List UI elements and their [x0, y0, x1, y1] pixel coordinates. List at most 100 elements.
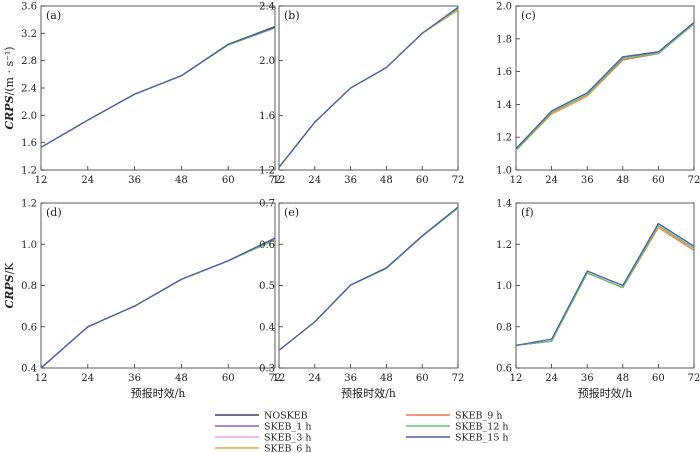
y-axis-title: CRPS/K: [3, 262, 16, 309]
series-line-skeb-15-h: [40, 237, 276, 369]
x-tick-label: 60: [222, 373, 235, 384]
y-tick-label: 0.4: [21, 364, 37, 375]
y-tick-label: 1.6: [496, 67, 512, 78]
series-line-skeb-3-h: [515, 225, 695, 346]
y-axis-title-unit: /K: [3, 262, 16, 275]
x-axis-title: 预报时效/h: [578, 386, 633, 400]
y-tick-label: 1.0: [496, 281, 512, 292]
panel-label: (f): [521, 206, 534, 219]
panel-label: (e): [284, 206, 299, 219]
y-tick-label: 1.6: [259, 111, 275, 122]
x-tick-label: 48: [616, 373, 629, 384]
panel-b: 1.2 1.6 2.0 2.4 12 24 36 48 60 72 (b): [259, 2, 464, 187]
x-tick-label: 60: [416, 175, 429, 186]
plot-frame: [515, 202, 695, 369]
series-line-skeb-6-h: [40, 239, 276, 369]
x-tick-label: 60: [652, 175, 665, 186]
x-tick-label: 60: [416, 373, 429, 384]
panel-e: 0.3 0.4 0.5 0.6 0.7 12 24 36 48 60 72 (e) 预报时效/h: [259, 199, 464, 401]
plot-frame: [40, 202, 276, 369]
legend-item-skeb-15-h: SKEB_15 h: [406, 433, 509, 444]
y-tick-label: 0.5: [259, 281, 275, 292]
y-tick-label: 1.0: [21, 240, 37, 251]
x-tick-label: 24: [81, 373, 94, 384]
x-tick-label: 36: [344, 373, 357, 384]
series-line-skeb-6-h: [515, 21, 695, 151]
legend-item-skeb-3-h: SKEB_3 h: [215, 433, 311, 444]
series-line-skeb-6-h: [278, 9, 459, 168]
y-tick-label: 2.0: [259, 56, 275, 67]
series-line-skeb-9-h: [278, 9, 459, 168]
plot-frame: [515, 5, 695, 171]
y-tick-label: 0.8: [21, 281, 37, 292]
x-tick-label: 24: [545, 373, 558, 384]
y-tick-label: 0.8: [496, 322, 512, 333]
legend-item-skeb-12-h: SKEB_12 h: [406, 422, 509, 433]
x-tick-label: 60: [222, 175, 235, 186]
y-tick-label: 3.2: [21, 29, 37, 40]
series-line-skeb-12-h: [515, 225, 695, 346]
y-tick-label: 0.7: [259, 199, 275, 210]
series-line-skeb-1-h: [515, 21, 695, 151]
series-line-skeb-9-h: [515, 227, 695, 346]
series-line-skeb-3-h: [515, 23, 695, 151]
series-line-skeb-3-h: [40, 26, 276, 148]
x-axis-title: 预报时效/h: [131, 386, 186, 400]
series-line-skeb-3-h: [278, 8, 459, 168]
legend-label: SKEB_9 h: [455, 411, 502, 422]
series-line-noskeb: [278, 6, 459, 168]
series-line-skeb-9-h: [40, 25, 276, 148]
y-tick-label: 0.6: [259, 240, 275, 251]
series-line-noskeb: [515, 21, 695, 150]
x-tick-label: 72: [269, 373, 282, 384]
x-tick-label: 12: [35, 373, 48, 384]
y-tick-label: 1.2: [21, 199, 37, 210]
series-line-skeb-12-h: [40, 27, 276, 148]
y-tick-label: 1.2: [496, 133, 512, 144]
series-line-skeb-6-h: [40, 27, 276, 148]
series-line-skeb-15-h: [515, 21, 695, 150]
y-tick-label: 2.0: [21, 111, 37, 122]
x-tick-label: 48: [380, 175, 393, 186]
series-line-skeb-15-h: [278, 6, 459, 168]
legend-item-skeb-9-h: SKEB_9 h: [406, 411, 502, 422]
y-tick-label: 1.2: [21, 166, 37, 177]
x-tick-label: 48: [175, 175, 188, 186]
x-tick-label: 72: [452, 373, 465, 384]
series-line-skeb-15-h: [40, 26, 276, 148]
legend-label: SKEB_15 h: [455, 433, 509, 444]
y-tick-label: 2.0: [496, 2, 512, 13]
plot-frame: [40, 5, 276, 171]
y-tick-label: 1.0: [496, 166, 512, 177]
x-tick-label: 48: [616, 175, 629, 186]
x-tick-label: 24: [308, 373, 321, 384]
y-tick-label: 1.4: [496, 100, 512, 111]
y-axis-title-unit: /(m · s⁻¹): [3, 46, 16, 95]
series-line-skeb-15-h: [278, 206, 459, 351]
legend-label: NOSKEB: [264, 411, 308, 422]
y-tick-label: 1.4: [496, 199, 512, 210]
series-line-noskeb: [515, 223, 695, 346]
x-tick-label: 12: [510, 373, 523, 384]
y-tick-label: 0.4: [259, 322, 275, 333]
y-tick-label: 0.3: [259, 364, 275, 375]
y-axis-title-metric: CRPS: [3, 95, 16, 129]
y-tick-label: 2.8: [21, 56, 37, 67]
panel-f: 0.6 0.8 1.0 1.2 1.4 12 24 36 48 60 72 (f) 预报时效/h: [496, 199, 700, 401]
series-line-skeb-1-h: [278, 8, 459, 168]
series-line-skeb-9-h: [515, 23, 695, 151]
series-line-skeb-1-h: [515, 225, 695, 346]
x-tick-label: 12: [35, 175, 48, 186]
panel-a: 1.2 1.6 2.0 2.4 2.8 3.2 3.6 12 24 36 48 60 72 (a) CRPS…: [3, 2, 281, 187]
plot-frame: [278, 5, 459, 171]
x-tick-label: 36: [128, 373, 141, 384]
series-line-skeb-6-h: [515, 227, 695, 346]
x-tick-label: 24: [308, 175, 321, 186]
y-axis-title: CRPS/(m · s⁻¹): [3, 46, 16, 129]
y-tick-label: 3.6: [21, 2, 37, 13]
series-line-skeb-12-h: [278, 8, 459, 168]
x-tick-label: 72: [688, 175, 700, 186]
x-tick-label: 12: [273, 175, 286, 186]
series-line-skeb-9-h: [40, 237, 276, 369]
